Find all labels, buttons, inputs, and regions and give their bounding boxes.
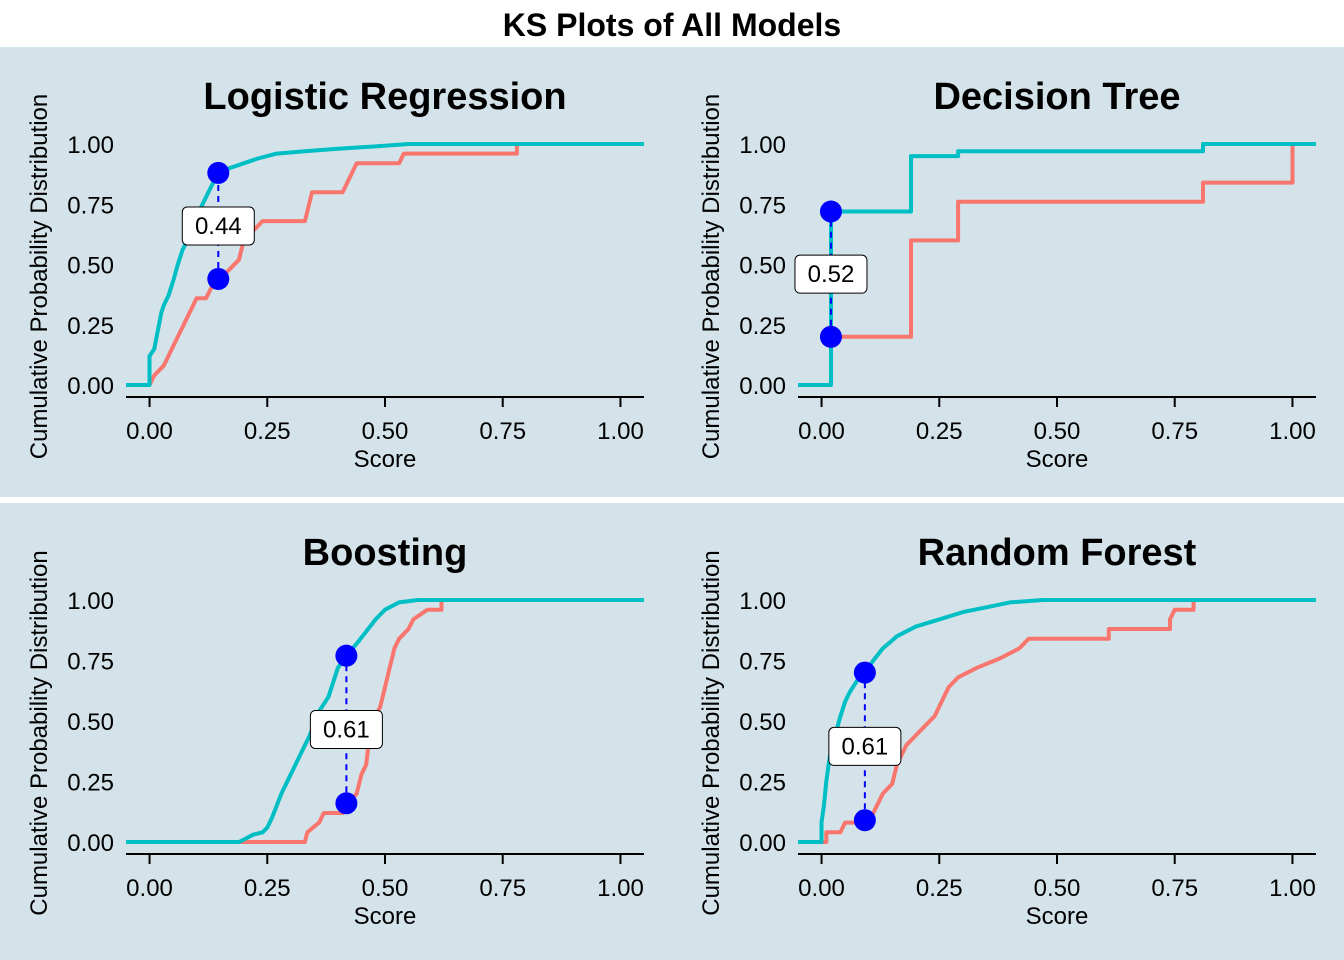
x-axis-label: Score xyxy=(354,903,417,930)
y-axis-label: Cumulative Probability Distribution xyxy=(698,94,725,459)
x-tick-label: 0.00 xyxy=(798,418,845,445)
ks-point-low xyxy=(819,325,842,348)
y-tick-label: 0.50 xyxy=(67,253,114,280)
x-tick-label: 0.75 xyxy=(479,875,526,902)
ks-label-box xyxy=(181,206,255,246)
x-tick-label: 0.00 xyxy=(126,875,173,902)
panel-background xyxy=(672,47,1344,497)
y-axis-label: Cumulative Probability Distribution xyxy=(26,550,53,915)
x-tick-label: 0.50 xyxy=(1034,418,1081,445)
ks-panel-2: Decision Tree 0.00 0.25 0.50 0.75 1.00 0.00 0.2… xyxy=(672,47,1344,497)
x-axis-label: Score xyxy=(354,446,417,473)
x-tick-label: 0.50 xyxy=(362,875,409,902)
x-tick-label: 0.25 xyxy=(916,875,963,902)
ks-point-high xyxy=(207,161,230,184)
x-tick-label: 0.75 xyxy=(1151,418,1198,445)
y-tick-label: 0.00 xyxy=(67,830,114,857)
ks-statistic-label: 0.61 xyxy=(323,716,370,743)
y-tick-label: 0.25 xyxy=(67,770,114,797)
y-tick-label: 0.75 xyxy=(67,649,114,676)
cdf-series-2 xyxy=(798,598,1316,844)
panel-title: Decision Tree xyxy=(933,76,1180,118)
x-tick-label: 0.50 xyxy=(362,418,409,445)
ks-statistic-label: 0.52 xyxy=(808,261,855,288)
figure-title: KS Plots of All Models xyxy=(503,7,841,43)
y-tick-label: 0.25 xyxy=(739,770,786,797)
panel-title: Boosting xyxy=(303,532,468,574)
x-axis-label: Score xyxy=(1026,446,1089,473)
y-tick-label: 0.25 xyxy=(67,313,114,340)
y-tick-label: 1.00 xyxy=(739,132,786,159)
x-tick-label: 0.50 xyxy=(1034,875,1081,902)
ks-point-high xyxy=(335,644,358,667)
ks-point-low xyxy=(335,792,358,815)
ks-panel-1: Logistic Regression 0.00 0.25 0.50 0.75 1.00 0… xyxy=(0,47,672,497)
y-tick-label: 0.75 xyxy=(67,192,114,219)
y-tick-label: 0.50 xyxy=(739,253,786,280)
y-axis-label: Cumulative Probability Distribution xyxy=(698,550,725,915)
x-tick-label: 0.00 xyxy=(798,875,845,902)
y-tick-label: 0.75 xyxy=(739,192,786,219)
y-tick-label: 0.00 xyxy=(67,373,114,400)
x-tick-label: 0.25 xyxy=(244,875,291,902)
ks-point-high xyxy=(819,200,842,223)
panel-background xyxy=(672,503,1344,960)
x-tick-label: 0.25 xyxy=(244,418,291,445)
panel-background xyxy=(0,47,672,497)
cdf-series-1 xyxy=(831,144,1295,339)
x-tick-label: 1.00 xyxy=(597,418,644,445)
ks-panel-3: Boosting 0.00 0.25 0.50 0.75 1.00 0.00 0.25 0.50… xyxy=(0,503,672,960)
y-tick-label: 0.50 xyxy=(67,709,114,736)
y-tick-label: 0.50 xyxy=(739,709,786,736)
ks-point-high xyxy=(853,661,876,684)
x-tick-label: 0.25 xyxy=(916,418,963,445)
x-tick-label: 1.00 xyxy=(1269,418,1316,445)
x-axis-label: Score xyxy=(1026,903,1089,930)
y-tick-label: 1.00 xyxy=(67,588,114,615)
ks-label-box xyxy=(828,726,902,766)
y-tick-label: 1.00 xyxy=(739,588,786,615)
y-tick-label: 0.25 xyxy=(739,313,786,340)
ks-statistic-label: 0.44 xyxy=(195,213,242,240)
x-tick-label: 1.00 xyxy=(1269,875,1316,902)
panel-title: Logistic Regression xyxy=(203,76,566,118)
y-tick-label: 1.00 xyxy=(67,132,114,159)
ks-label-box xyxy=(794,254,868,294)
x-tick-label: 1.00 xyxy=(597,875,644,902)
y-tick-label: 0.00 xyxy=(739,830,786,857)
ks-point-low xyxy=(853,809,876,832)
y-axis-label: Cumulative Probability Distribution xyxy=(26,94,53,459)
ks-panel-4: Random Forest 0.00 0.25 0.50 0.75 1.00 0.00 0.2… xyxy=(672,503,1344,960)
ks-label-box xyxy=(309,709,383,749)
x-tick-label: 0.75 xyxy=(1151,875,1198,902)
y-tick-label: 0.75 xyxy=(739,649,786,676)
ks-point-low xyxy=(207,267,230,290)
x-tick-label: 0.00 xyxy=(126,418,173,445)
ks-statistic-label: 0.61 xyxy=(842,733,889,760)
panel-title: Random Forest xyxy=(918,532,1197,574)
cdf-series-1 xyxy=(147,142,644,386)
x-tick-label: 0.75 xyxy=(479,418,526,445)
y-tick-label: 0.00 xyxy=(739,373,786,400)
